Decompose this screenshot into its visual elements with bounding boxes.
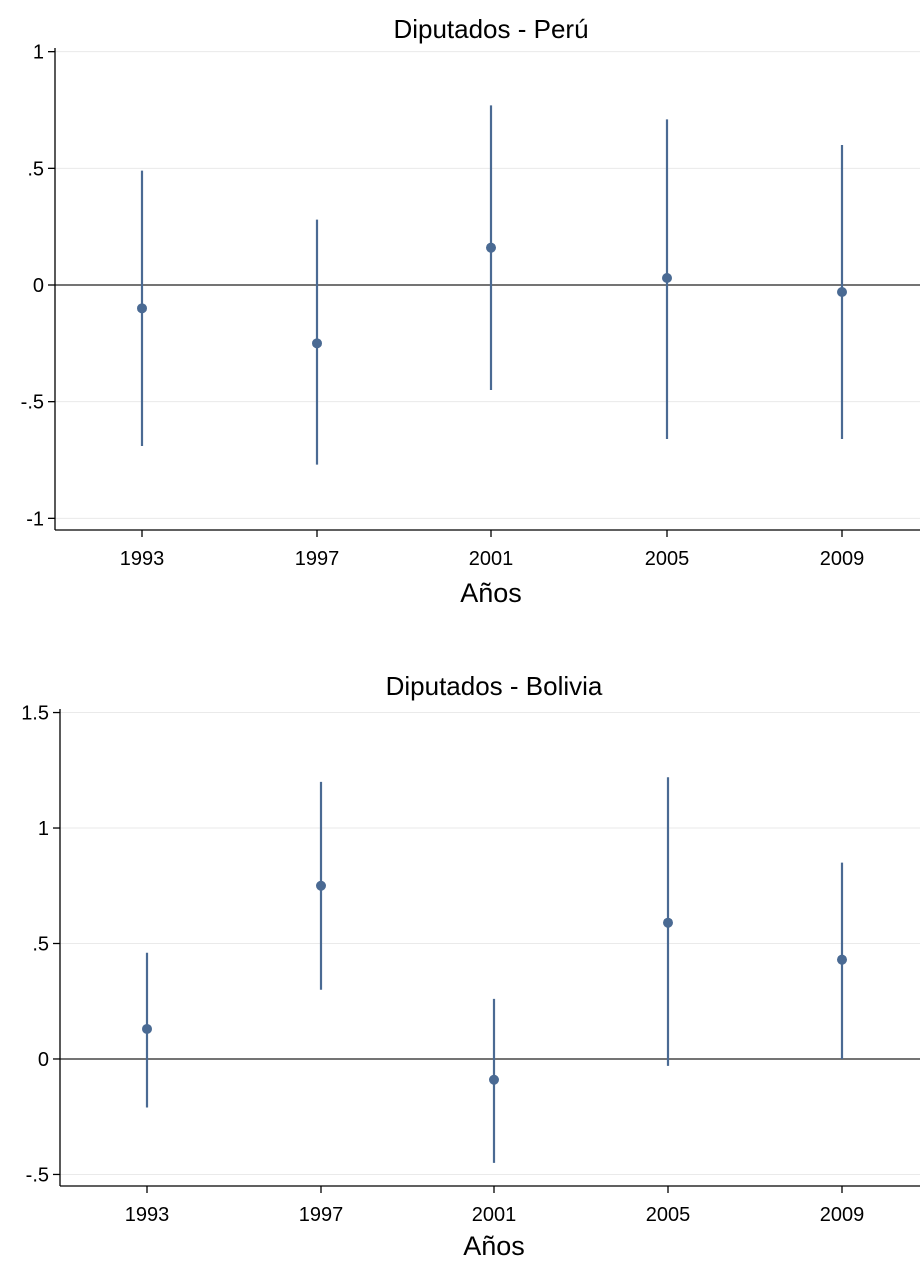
- x-tick-label: 2005: [645, 548, 690, 570]
- x-tick-label: 2009: [820, 1204, 865, 1226]
- point-estimate: [142, 1023, 152, 1034]
- point-estimate: [486, 242, 496, 253]
- x-tick-label: 2001: [472, 1204, 517, 1226]
- y-tick-label: .5: [32, 934, 49, 956]
- y-tick-label: 1.5: [21, 703, 49, 725]
- y-tick-label: -1: [26, 508, 44, 530]
- x-axis-title: Años: [463, 1231, 525, 1261]
- point-estimate: [312, 338, 322, 349]
- plot-area: 1 .5 0 -.5 -1 1993 1997 2001 2005 2009: [21, 42, 920, 570]
- x-tick-label: 2009: [820, 548, 865, 570]
- x-tick-label: 1997: [295, 548, 340, 570]
- point-estimate: [662, 273, 672, 283]
- chart-peru: Diputados - Perú Años 1 .5 0 -.5 -1 1993 1997 2…: [21, 14, 920, 608]
- chart-title: Diputados - Perú: [393, 14, 588, 44]
- y-tick-label: .5: [27, 158, 44, 180]
- point-estimate: [837, 954, 847, 965]
- point-estimate: [137, 303, 147, 314]
- x-tick-label: 1993: [120, 548, 165, 570]
- x-tick-label: 1997: [299, 1204, 344, 1226]
- y-tick-label: 0: [33, 275, 44, 297]
- x-axis-title: Años: [460, 578, 522, 608]
- point-estimate: [316, 880, 326, 891]
- x-tick-label: 2005: [646, 1204, 691, 1226]
- y-tick-label: -.5: [21, 392, 44, 414]
- point-estimate: [489, 1074, 499, 1085]
- y-tick-label: 1: [33, 42, 44, 64]
- x-tick-label: 2001: [469, 548, 514, 570]
- point-estimate: [663, 917, 673, 928]
- chart-title: Diputados - Bolivia: [386, 671, 603, 701]
- point-estimate: [837, 287, 847, 297]
- y-tick-label: 1: [38, 818, 49, 840]
- y-tick-label: -.5: [26, 1164, 49, 1186]
- y-tick-label: 0: [38, 1049, 49, 1071]
- x-tick-label: 1993: [125, 1204, 170, 1226]
